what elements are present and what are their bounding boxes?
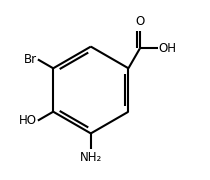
Text: NH₂: NH₂ xyxy=(80,152,102,165)
Text: Br: Br xyxy=(24,53,37,66)
Text: OH: OH xyxy=(158,42,176,55)
Text: HO: HO xyxy=(19,114,37,127)
Text: O: O xyxy=(135,15,144,28)
